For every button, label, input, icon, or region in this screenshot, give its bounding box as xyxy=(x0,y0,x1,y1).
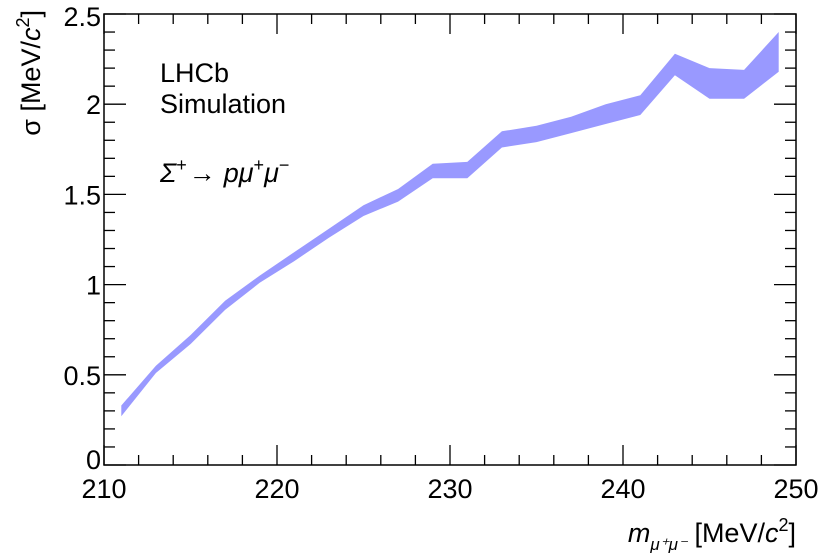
x-axis-unit-sup: 2 xyxy=(778,515,788,535)
y-axis-unit-sup: 2 xyxy=(13,18,33,28)
x-tick-label: 240 xyxy=(600,474,645,504)
decay-mu1-sup: + xyxy=(254,155,265,175)
sigma-band xyxy=(121,32,779,417)
y-axis-unit-prefix: [MeV/ xyxy=(16,41,46,120)
x-axis-subscript: μ⁺μ⁻ xyxy=(649,535,689,554)
decay-mu2-sup: − xyxy=(279,155,290,175)
x-axis-unit-c: c xyxy=(765,518,779,548)
decay-mu1: μ xyxy=(238,158,254,188)
x-tick-label: 220 xyxy=(254,474,299,504)
decay-proton: p xyxy=(223,158,239,188)
y-tick-label: 0 xyxy=(86,445,101,475)
y-axis-unit-c: c xyxy=(16,27,46,41)
status-label: Simulation xyxy=(160,89,286,119)
decay-mu2: μ xyxy=(263,158,279,188)
x-tick-label: 210 xyxy=(81,474,126,504)
x-axis-title: mμ⁺μ⁻ [MeV/c2] xyxy=(628,515,796,554)
x-tick-label: 250 xyxy=(773,474,818,504)
y-tick-label: 2.5 xyxy=(63,2,101,32)
experiment-label: LHCb xyxy=(160,58,229,88)
x-axis-unit-prefix: [MeV/ xyxy=(687,518,766,548)
decay-parent: Σ xyxy=(159,158,177,188)
y-tick-label: 2 xyxy=(86,90,101,120)
x-axis-unit-suffix: ] xyxy=(788,518,796,548)
tick-layer: 210 220 230 240 250 0 0.5 1 1.5 2 2.5 xyxy=(63,2,818,504)
y-tick-label: 1.5 xyxy=(63,180,101,210)
decay-label: Σ+→ pμ+μ− xyxy=(159,155,289,188)
decay-parent-sup: + xyxy=(176,155,187,175)
y-tick-label: 0.5 xyxy=(63,361,101,391)
y-tick-label: 1 xyxy=(86,271,101,301)
y-axis-unit-suffix: ] xyxy=(16,10,46,18)
band-layer xyxy=(121,32,779,417)
y-axis-symbol: σ xyxy=(16,119,46,136)
decay-arrow: → xyxy=(189,158,216,188)
x-axis-symbol: m xyxy=(628,518,651,548)
y-axis-title: σ [MeV/c2] xyxy=(13,10,46,136)
x-tick-label: 230 xyxy=(427,474,472,504)
